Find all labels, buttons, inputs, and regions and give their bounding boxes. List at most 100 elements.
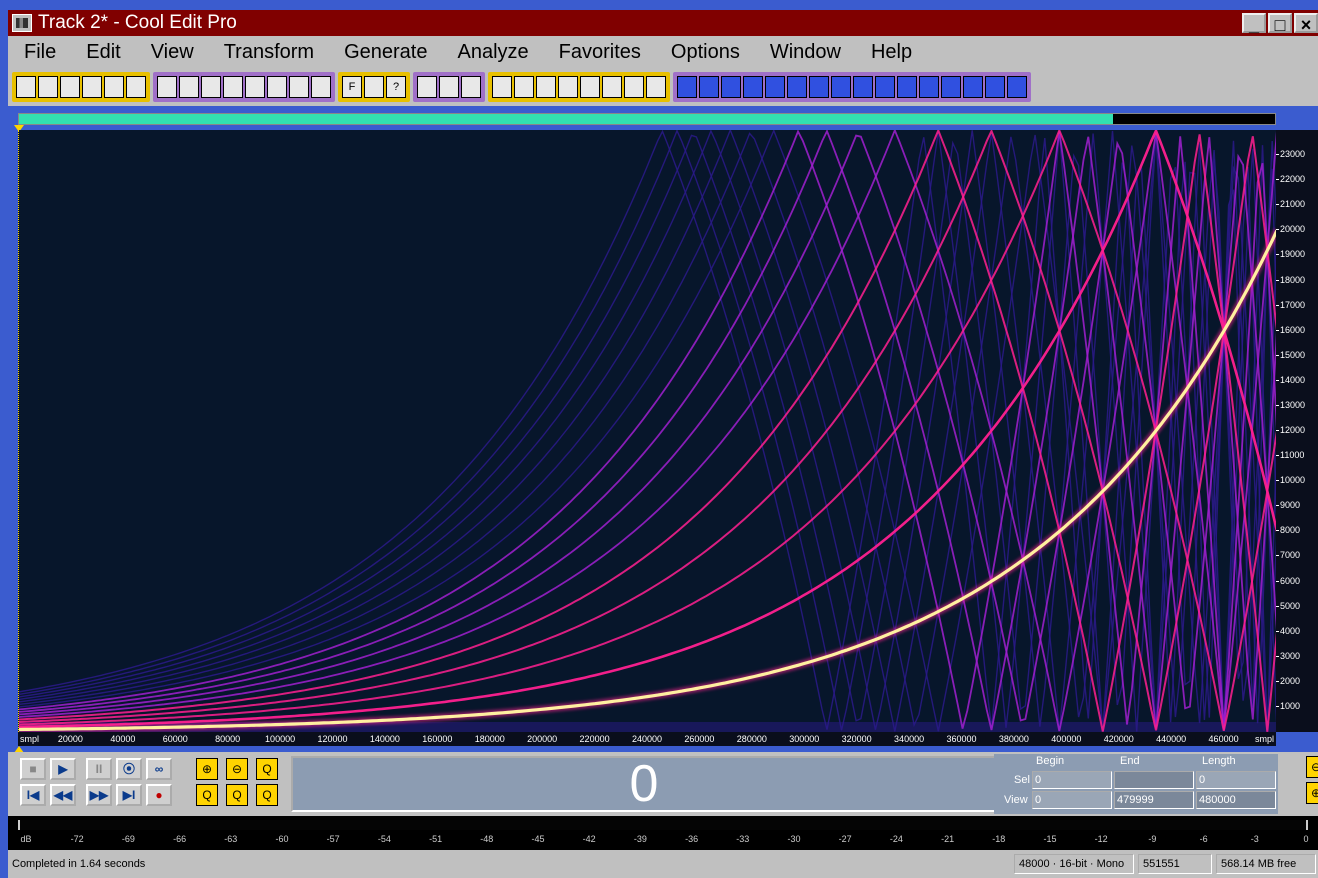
script-icon[interactable] [364, 76, 384, 98]
eq-icon[interactable] [831, 76, 851, 98]
minimize-button[interactable]: _ [1242, 13, 1266, 35]
menu-generate[interactable]: Generate [344, 40, 428, 63]
play-button[interactable]: ▶ [50, 758, 76, 780]
menu-transform[interactable]: Transform [223, 40, 315, 63]
wave-icon[interactable] [580, 76, 600, 98]
fast-forward-button[interactable]: ▶▶ [86, 784, 112, 806]
new-file-icon[interactable] [38, 76, 58, 98]
frequency-tick: 6000 [1275, 575, 1301, 586]
maximize-button[interactable]: □ [1268, 13, 1292, 35]
pause-button[interactable]: II [86, 758, 112, 780]
sel-end-field[interactable] [1114, 771, 1194, 789]
stereo-icon[interactable] [963, 76, 983, 98]
view-end-field[interactable]: 479999 [1114, 791, 1194, 809]
harmonic-trace [19, 130, 1277, 729]
sample-ruler[interactable]: smpl smpl 20000 40000 60000 80000 100000 1200… [18, 732, 1276, 746]
zoom-out-icon[interactable]: ⊖ [226, 758, 248, 780]
flanger-icon[interactable] [897, 76, 917, 98]
play-to-end-button[interactable]: ⦿ [116, 758, 142, 780]
pan-icon[interactable] [602, 76, 622, 98]
zoom-full-icon[interactable]: Q [256, 758, 278, 780]
go-to-start-button[interactable]: I◀ [20, 784, 46, 806]
envelope-icon[interactable] [514, 76, 534, 98]
open-file-icon[interactable] [60, 76, 80, 98]
paste-icon[interactable] [201, 76, 221, 98]
level-tick: dB [20, 834, 32, 844]
fft-filter-icon[interactable] [699, 76, 719, 98]
amplify-icon[interactable] [492, 76, 512, 98]
cd-icon[interactable] [311, 76, 331, 98]
cursor-marker-icon[interactable] [14, 746, 24, 753]
level-tick: -39 [633, 834, 647, 844]
menu-file[interactable]: File [24, 40, 57, 63]
status-samples: 551551 [1138, 854, 1212, 874]
cut-icon[interactable] [157, 76, 177, 98]
rewind-button[interactable]: ◀◀ [50, 784, 76, 806]
brightness-icon[interactable] [941, 76, 961, 98]
save-icon[interactable] [82, 76, 102, 98]
zoom-selection-icon[interactable]: Q [196, 784, 218, 806]
spectral-view[interactable] [18, 130, 1277, 732]
vertical-zoom-in-icon[interactable]: ⊕ [1306, 782, 1318, 804]
start-marker-icon[interactable] [14, 125, 24, 132]
zoom-in-icon[interactable]: ⊕ [196, 758, 218, 780]
trim-icon[interactable] [267, 76, 287, 98]
normalize-icon[interactable] [536, 76, 556, 98]
app-icon[interactable] [12, 14, 32, 32]
echo-icon[interactable] [787, 76, 807, 98]
f-icon[interactable]: F [342, 76, 362, 98]
loop-button[interactable]: ∞ [146, 758, 172, 780]
properties-icon[interactable] [289, 76, 309, 98]
stop-button[interactable]: ■ [20, 758, 46, 780]
vertical-zoom-out-icon[interactable]: ⊖ [1306, 756, 1318, 778]
menu-view[interactable]: View [150, 40, 194, 63]
frequency-tick: 7000 [1275, 550, 1301, 561]
vibrato-icon[interactable] [743, 76, 763, 98]
menu-edit[interactable]: Edit [86, 40, 121, 63]
help-icon[interactable]: ? [386, 76, 406, 98]
menu-favorites[interactable]: Favorites [558, 40, 641, 63]
copy-icon[interactable] [179, 76, 199, 98]
bandpass-icon[interactable] [853, 76, 873, 98]
time-display[interactable]: 0 [291, 756, 997, 812]
settings-icon[interactable] [1007, 76, 1027, 98]
stretch-icon[interactable] [624, 76, 644, 98]
menu-analyze[interactable]: Analyze [457, 40, 529, 63]
progress-fill [19, 114, 1113, 124]
frequency-tick: 19000 [1275, 249, 1306, 260]
noise-icon[interactable] [721, 76, 741, 98]
reverb-icon[interactable] [809, 76, 829, 98]
dynamics-icon[interactable] [558, 76, 578, 98]
chorus-icon[interactable] [875, 76, 895, 98]
spectral-view-icon[interactable] [439, 76, 459, 98]
record-button[interactable]: ● [146, 784, 172, 806]
filter-icon[interactable] [677, 76, 697, 98]
pitch-icon[interactable] [919, 76, 939, 98]
view-length-field[interactable]: 480000 [1196, 791, 1276, 809]
level-tick: -30 [787, 834, 801, 844]
multitrack-toggle-icon[interactable] [16, 76, 36, 98]
phase-icon[interactable] [985, 76, 1005, 98]
frequency-tick: 13000 [1275, 399, 1306, 410]
sel-length-field[interactable]: 0 [1196, 771, 1276, 789]
paste-new-icon[interactable] [245, 76, 265, 98]
sample-tick: 180000 [474, 734, 505, 744]
close-file-icon[interactable] [126, 76, 146, 98]
menu-options[interactable]: Options [670, 40, 740, 63]
delay-icon[interactable] [765, 76, 785, 98]
zoom-left-icon[interactable]: Q [226, 784, 248, 806]
save-as-icon[interactable] [104, 76, 124, 98]
go-to-end-button[interactable]: ▶I [116, 784, 142, 806]
fade-icon[interactable] [646, 76, 666, 98]
spectral-pan-icon[interactable] [461, 76, 481, 98]
level-tick: -27 [838, 834, 852, 844]
sel-begin-field[interactable]: 0 [1032, 771, 1112, 789]
view-begin-field[interactable]: 0 [1032, 791, 1112, 809]
status-message: Completed in 1.64 seconds [12, 858, 146, 870]
close-button[interactable]: × [1294, 13, 1318, 35]
zoom-right-icon[interactable]: Q [256, 784, 278, 806]
waveform-view-icon[interactable] [417, 76, 437, 98]
mix-paste-icon[interactable] [223, 76, 243, 98]
menu-window[interactable]: Window [769, 40, 841, 63]
menu-help[interactable]: Help [870, 40, 913, 63]
